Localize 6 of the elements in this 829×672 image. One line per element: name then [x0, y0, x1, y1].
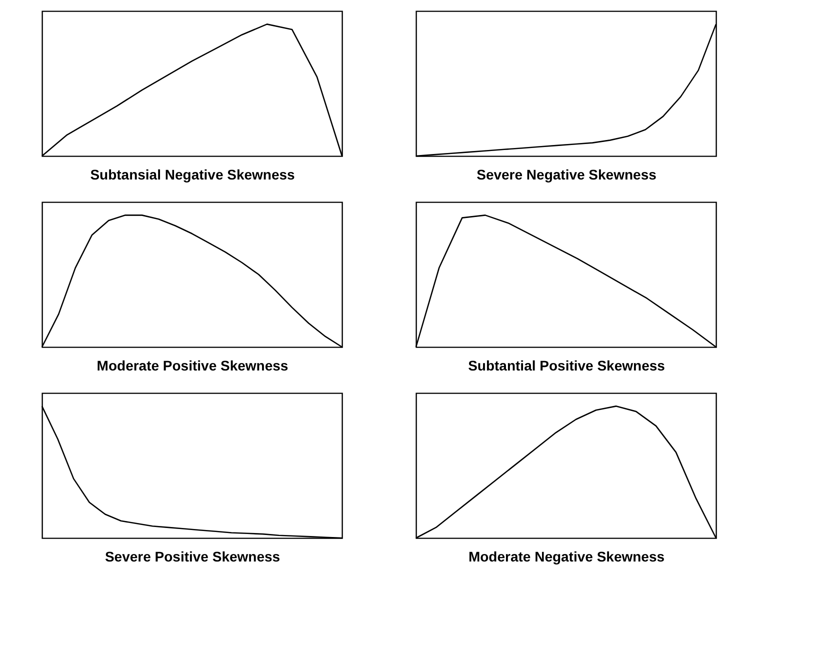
x-axis-title: Subtantial Positive Skewness — [468, 358, 666, 374]
x-axis-title: Moderate Positive Skewness — [96, 358, 288, 374]
x-axis-title: Severe Positive Skewness — [104, 548, 280, 564]
x-axis-title: Moderate Negative Skewness — [468, 548, 665, 564]
x-axis-title: Subtansial Negative Skewness — [90, 166, 296, 182]
x-axis-title: Severe Negative Skewness — [476, 166, 657, 182]
